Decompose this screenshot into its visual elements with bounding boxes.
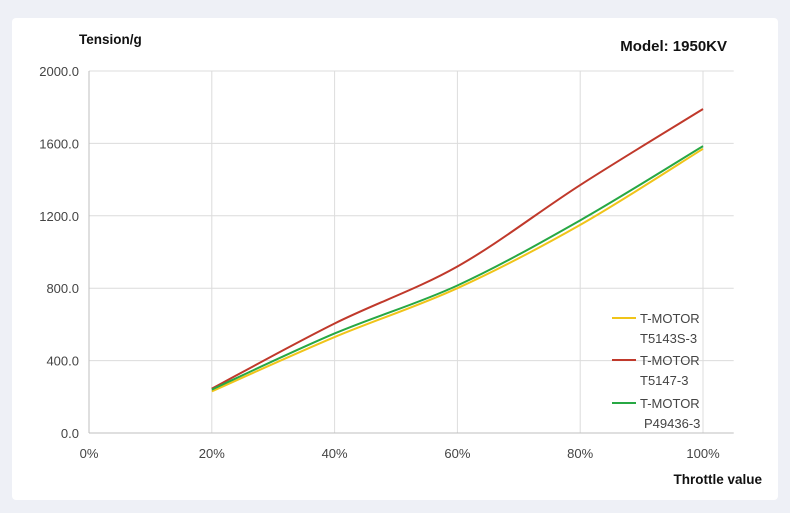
x-tick-label: 100%	[686, 446, 720, 461]
x-tick-label: 0%	[80, 446, 99, 461]
x-tick-label: 20%	[199, 446, 225, 461]
chart-frame	[12, 18, 778, 500]
series-line-3	[211, 145, 704, 391]
y-tick-label: 800.0	[46, 281, 79, 296]
chart-title: Model: 1950KV	[620, 38, 727, 55]
y-axis-label: Tension/g	[79, 32, 142, 47]
x-tick-label: 60%	[444, 446, 470, 461]
legend-label: T5147-3	[640, 373, 688, 388]
tick-labels: 0.0 400.0 800.0 1200.0 1600.0 2000.0 0% 20% 40% 6…	[39, 64, 720, 461]
series-line-2	[211, 108, 704, 390]
x-tick-label: 40%	[322, 446, 348, 461]
y-tick-label: 2000.0	[39, 64, 79, 79]
grid-lines	[89, 70, 734, 433]
y-tick-label: 1200.0	[39, 209, 79, 224]
series-line-1	[211, 147, 704, 393]
legend-label: T-MOTOR	[640, 353, 700, 368]
series-lines	[211, 108, 704, 393]
x-tick-label: 80%	[567, 446, 593, 461]
axes	[88, 71, 734, 434]
legend-label: P49436-3	[644, 416, 700, 431]
legend-label: T5143S-3	[640, 331, 697, 346]
x-axis-label: Throttle value	[673, 472, 762, 487]
legend-label: T-MOTOR	[640, 396, 700, 411]
y-tick-label: 0.0	[61, 426, 79, 441]
legend: T-MOTOR T5143S-3 T-MOTOR T5147-3 T-MOTOR P494…	[612, 311, 700, 431]
legend-label: T-MOTOR	[640, 311, 700, 326]
y-tick-label: 1600.0	[39, 136, 79, 151]
y-tick-label: 400.0	[46, 354, 79, 369]
